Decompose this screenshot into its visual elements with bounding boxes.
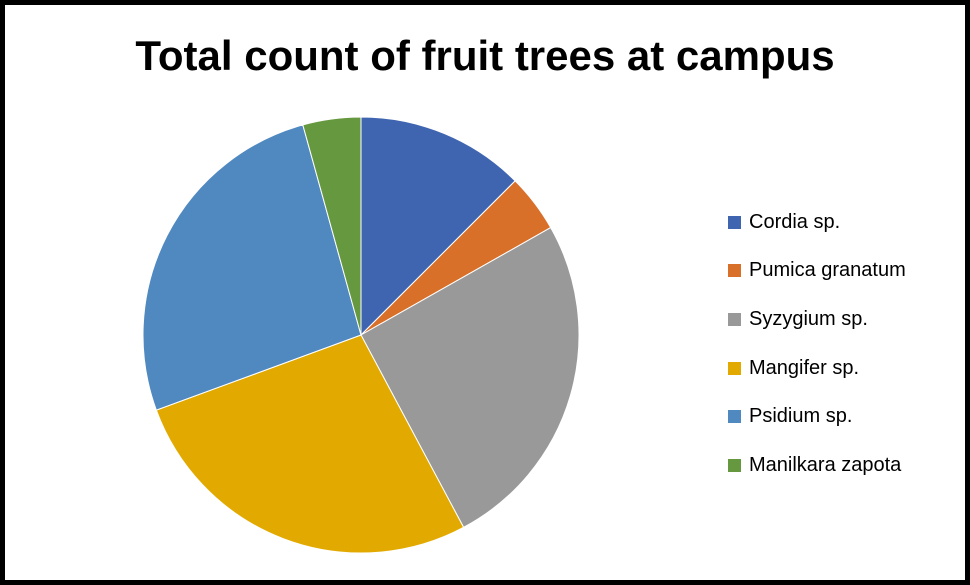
legend-label: Mangifer sp.	[749, 356, 860, 379]
legend-item: Mangifer sp.	[728, 344, 906, 393]
legend-swatch	[728, 410, 741, 424]
pie-slice-1	[360, 116, 516, 337]
pie-slice-4	[155, 334, 465, 554]
legend-label: Manilkara zapota	[749, 453, 902, 476]
pie-slice-5	[142, 124, 362, 411]
legend-item: Psidium sp.	[728, 392, 906, 441]
legend-item: Manilkara zapota	[728, 441, 906, 490]
legend-item: Syzygium sp.	[728, 295, 906, 344]
legend: Cordia sp. Pumica granatum Syzygium sp. Man…	[728, 198, 906, 490]
legend-item: Pumica granatum	[728, 247, 906, 296]
legend-swatch	[728, 264, 741, 278]
legend-item: Cordia sp.	[728, 198, 906, 247]
legend-label: Syzygium sp.	[749, 307, 868, 330]
pie-slice-3	[360, 226, 580, 529]
legend-label: Pumica granatum	[749, 259, 906, 282]
legend-label: Cordia sp.	[749, 210, 841, 233]
legend-swatch	[728, 361, 741, 375]
legend-label: Psidium sp.	[749, 405, 853, 428]
legend-swatch	[728, 458, 741, 472]
legend-swatch	[728, 215, 741, 229]
pie-slice-6	[302, 116, 362, 336]
chart-title: Total count of fruit trees at campus	[135, 32, 835, 79]
legend-swatch	[728, 312, 741, 326]
